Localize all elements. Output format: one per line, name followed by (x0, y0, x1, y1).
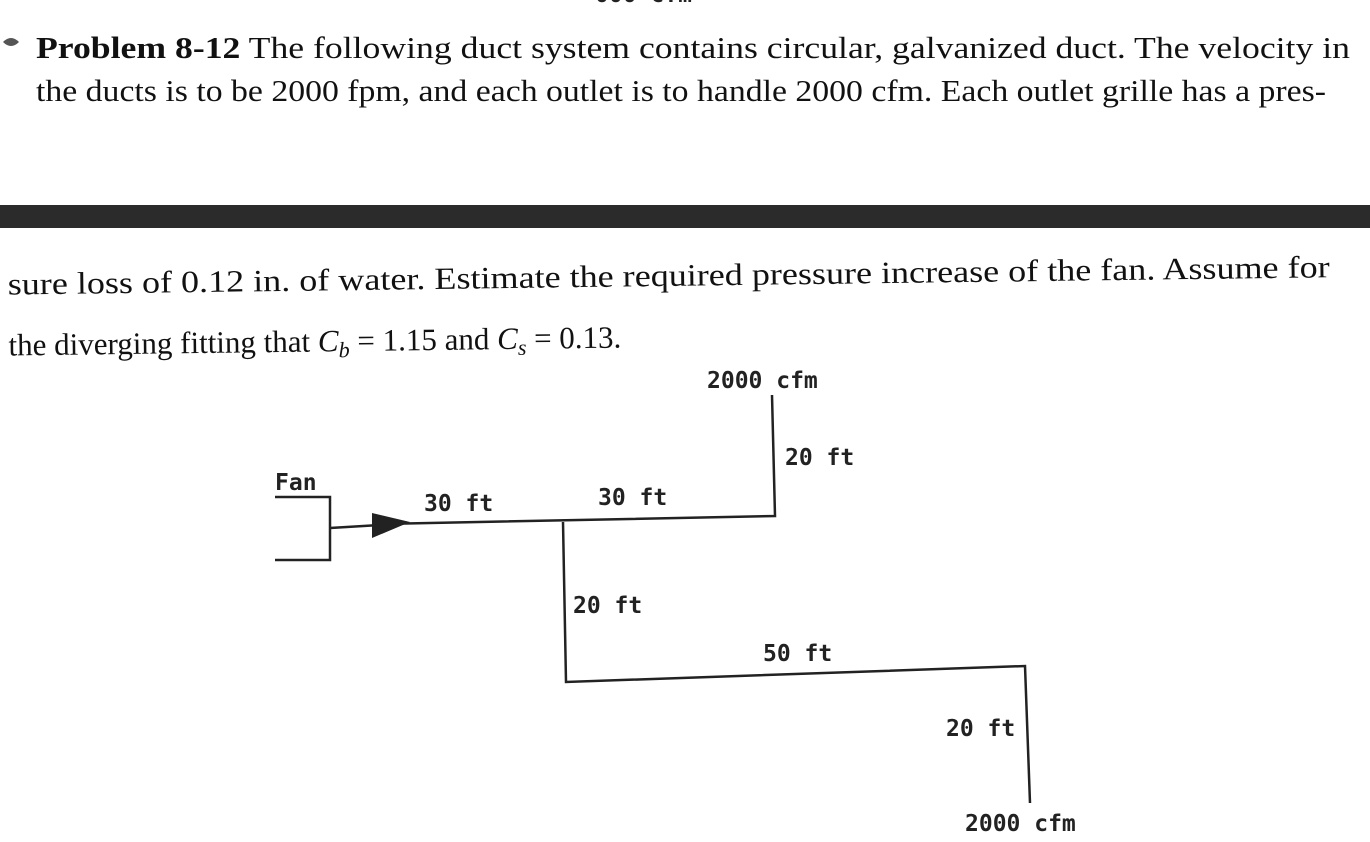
problem-line: the ducts is to be 2000 fpm, and each ou… (36, 73, 1326, 108)
text: the diverging fitting that (8, 323, 318, 362)
length-label: 50 ft (763, 641, 832, 667)
duct-upper (379, 394, 777, 526)
duct-diagram: Fan 2000 cfm 30 ft 30 ft 20 ft 20 ft 50 … (275, 368, 1076, 837)
problem-line: Problem 8-12 The following duct system c… (36, 30, 1351, 65)
subscript: s (518, 335, 527, 360)
continuation-line: sure loss of 0.12 in. of water. Estimate… (8, 249, 1331, 301)
length-label: 30 ft (598, 485, 667, 511)
fan-outlet (329, 523, 381, 530)
outlet-label: 2000 cfm (965, 811, 1076, 837)
header-fragment: 000 cfm (595, 0, 692, 8)
problem-text: The following duct system contains circu… (240, 30, 1350, 65)
problem-label: Problem 8-12 (36, 30, 240, 65)
symbol: C (318, 323, 339, 358)
symbol: C (497, 321, 518, 356)
length-label: 20 ft (946, 716, 1015, 742)
duct-lower (561, 521, 1032, 804)
flow-arrow (372, 513, 410, 538)
subscript: b (339, 337, 350, 362)
length-label: 20 ft (573, 593, 642, 619)
text: = 1.15 and (349, 321, 497, 358)
continuation: sure loss of 0.12 in. of water. Estimate… (8, 249, 1331, 367)
length-label: 20 ft (785, 445, 854, 471)
text: = 0.13. (526, 320, 621, 356)
length-label: 30 ft (424, 491, 493, 517)
page-divider (0, 205, 1370, 228)
fan-box (275, 495, 332, 562)
outlet-label: 2000 cfm (707, 368, 818, 394)
bullet-icon (3, 38, 19, 46)
fan-label: Fan (275, 470, 317, 496)
continuation-line: the diverging fitting that Cb = 1.15 and… (8, 320, 621, 367)
